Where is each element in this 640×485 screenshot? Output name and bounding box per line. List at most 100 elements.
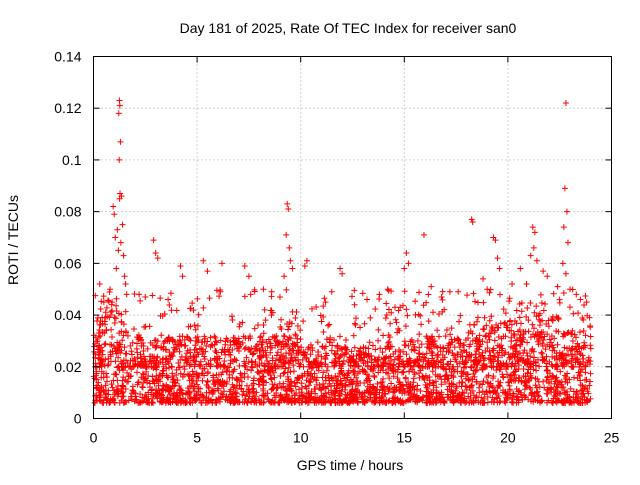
data-point bbox=[324, 363, 331, 370]
data-point bbox=[464, 371, 471, 378]
data-point bbox=[492, 389, 499, 396]
data-point bbox=[416, 344, 423, 351]
data-point bbox=[461, 341, 468, 348]
data-point bbox=[245, 335, 252, 342]
data-point bbox=[416, 289, 423, 296]
data-point bbox=[478, 394, 485, 401]
data-point bbox=[260, 330, 267, 337]
data-point bbox=[562, 100, 569, 107]
data-point bbox=[539, 342, 546, 349]
data-point bbox=[417, 388, 424, 395]
data-point bbox=[305, 358, 312, 365]
data-point bbox=[365, 345, 372, 352]
data-point bbox=[259, 373, 266, 380]
data-point bbox=[507, 353, 514, 360]
data-point bbox=[98, 374, 105, 381]
data-point bbox=[181, 363, 188, 370]
data-point bbox=[558, 381, 565, 388]
grid-layer bbox=[93, 56, 612, 419]
data-point bbox=[159, 382, 166, 389]
data-point bbox=[542, 346, 549, 353]
data-point bbox=[291, 354, 298, 361]
data-point bbox=[486, 348, 493, 355]
data-point bbox=[282, 340, 289, 347]
data-point bbox=[318, 318, 325, 325]
data-point bbox=[296, 386, 303, 393]
data-point bbox=[252, 359, 259, 366]
data-point bbox=[472, 298, 479, 305]
data-point bbox=[285, 337, 292, 344]
data-point bbox=[189, 380, 196, 387]
data-point bbox=[380, 384, 387, 391]
data-point bbox=[555, 381, 562, 388]
data-point bbox=[179, 333, 186, 340]
data-point bbox=[211, 333, 218, 340]
data-point bbox=[313, 374, 320, 381]
data-point bbox=[486, 330, 493, 337]
data-point bbox=[492, 388, 499, 395]
data-point bbox=[137, 399, 144, 406]
data-point bbox=[276, 356, 283, 363]
data-point bbox=[241, 370, 248, 377]
data-point bbox=[213, 349, 220, 356]
data-point bbox=[429, 355, 436, 362]
data-point bbox=[177, 262, 184, 269]
data-point bbox=[535, 337, 542, 344]
data-point bbox=[237, 374, 244, 381]
data-point bbox=[440, 363, 447, 370]
data-point bbox=[395, 307, 402, 314]
data-point bbox=[329, 397, 336, 404]
data-point bbox=[440, 345, 447, 352]
data-point bbox=[102, 394, 109, 401]
data-point bbox=[530, 396, 537, 403]
data-point bbox=[114, 339, 121, 346]
data-point bbox=[346, 381, 353, 388]
data-point bbox=[170, 376, 177, 383]
data-point bbox=[476, 336, 483, 343]
data-point bbox=[103, 304, 110, 311]
data-point bbox=[493, 363, 500, 370]
data-point bbox=[220, 381, 227, 388]
data-point bbox=[370, 383, 377, 390]
data-point bbox=[471, 373, 478, 380]
data-point bbox=[409, 366, 416, 373]
data-point bbox=[455, 337, 462, 344]
data-point bbox=[115, 310, 122, 317]
data-point bbox=[263, 352, 270, 359]
data-point bbox=[543, 360, 550, 367]
data-point bbox=[558, 378, 565, 385]
data-point bbox=[116, 102, 123, 109]
data-point bbox=[286, 360, 293, 367]
data-point bbox=[415, 370, 422, 377]
data-point bbox=[166, 386, 173, 393]
data-point bbox=[484, 393, 491, 400]
data-point bbox=[281, 397, 288, 404]
data-point bbox=[404, 312, 411, 319]
data-point bbox=[524, 305, 531, 312]
data-point bbox=[214, 353, 221, 360]
data-point bbox=[132, 361, 139, 368]
data-point bbox=[294, 374, 301, 381]
data-point bbox=[158, 332, 165, 339]
data-point bbox=[135, 332, 142, 339]
data-point bbox=[170, 392, 177, 399]
data-point bbox=[165, 296, 172, 303]
data-point bbox=[521, 394, 528, 401]
data-point bbox=[229, 317, 236, 324]
data-point bbox=[529, 321, 536, 328]
data-point bbox=[436, 395, 443, 402]
data-point bbox=[388, 288, 395, 295]
data-point bbox=[386, 338, 393, 345]
data-point bbox=[231, 356, 238, 363]
data-point bbox=[307, 341, 314, 348]
data-point bbox=[480, 326, 487, 333]
data-point bbox=[433, 358, 440, 365]
data-point bbox=[113, 302, 120, 309]
data-point bbox=[581, 301, 588, 308]
data-point bbox=[109, 384, 116, 391]
data-points bbox=[90, 97, 594, 406]
data-point bbox=[197, 362, 204, 369]
data-point bbox=[121, 364, 128, 371]
data-point bbox=[537, 291, 544, 298]
data-point bbox=[412, 298, 419, 305]
